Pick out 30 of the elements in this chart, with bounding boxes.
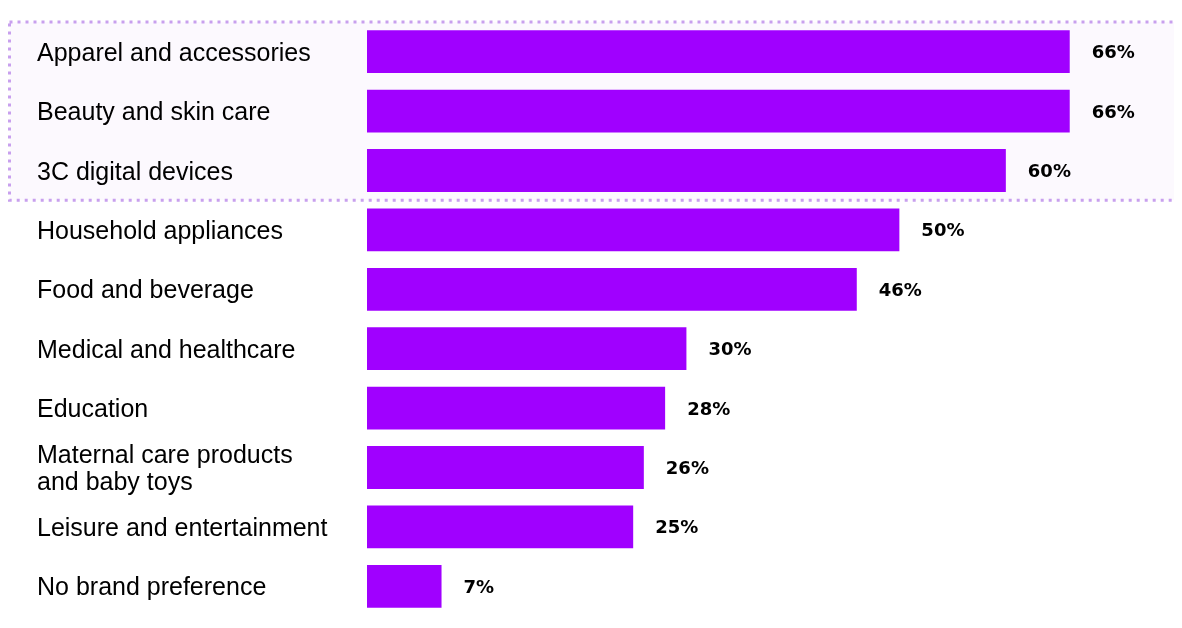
y-tick-label: No brand preference [37, 572, 267, 601]
y-tick-label: Leisure and entertainment [37, 512, 328, 541]
y-tick-label: Food and beverage [37, 275, 254, 304]
data-label: 7% [463, 575, 495, 597]
data-label: 46% [878, 278, 922, 300]
bar [367, 564, 442, 608]
y-tick-label: Apparel and accessories [37, 37, 311, 66]
bar [367, 446, 644, 489]
data-label: 66% [1091, 100, 1135, 122]
bar [367, 30, 1070, 74]
data-label: 28% [687, 397, 731, 419]
y-tick-label: Household appliances [37, 215, 284, 244]
y-tick-label: Beauty and skin care [37, 97, 271, 126]
data-label: 30% [708, 338, 752, 360]
bar [367, 386, 666, 430]
y-tick-label: 3C digital devices [37, 156, 233, 185]
bar [367, 208, 900, 252]
bar [367, 505, 634, 549]
bar [367, 327, 687, 371]
data-label: 66% [1091, 41, 1135, 63]
y-tick-label: Maternal care products and baby toys [37, 440, 300, 495]
bar [367, 267, 857, 311]
bar [367, 149, 1006, 192]
data-label: 26% [665, 457, 709, 478]
y-tick-label: Medical and healthcare [37, 334, 296, 363]
data-label: 25% [655, 516, 699, 538]
data-label: 50% [921, 219, 965, 241]
data-label: 60% [1027, 160, 1071, 181]
bar [367, 89, 1070, 133]
y-tick-label: Education [37, 394, 149, 423]
